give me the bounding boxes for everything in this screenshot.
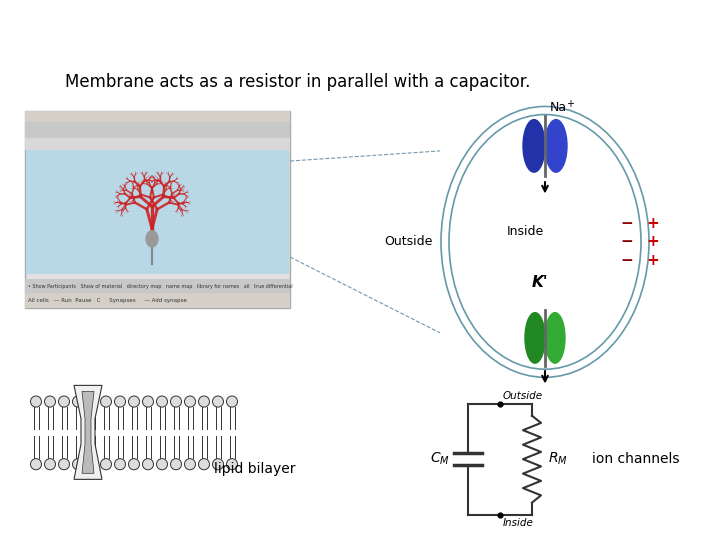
FancyBboxPatch shape: [25, 111, 290, 308]
Text: +: +: [566, 99, 574, 110]
Circle shape: [212, 396, 223, 407]
Text: −: −: [621, 216, 634, 231]
Circle shape: [199, 396, 210, 407]
Circle shape: [184, 396, 196, 407]
Text: Outside: Outside: [503, 392, 543, 402]
Circle shape: [128, 396, 140, 407]
Circle shape: [171, 458, 181, 470]
Circle shape: [73, 458, 84, 470]
Circle shape: [227, 396, 238, 407]
Text: $C_M$: $C_M$: [430, 451, 450, 467]
FancyBboxPatch shape: [25, 122, 290, 138]
Text: • Show Participants   Show of material   directory map   name map   library for : • Show Participants Show of material dir…: [28, 284, 292, 289]
Circle shape: [86, 396, 97, 407]
Circle shape: [156, 396, 168, 407]
Text: Inside: Inside: [506, 225, 544, 238]
Text: +: +: [647, 253, 660, 268]
Text: +: +: [647, 234, 660, 249]
Text: Membrane acts as a resistor in parallel with a capacitor.: Membrane acts as a resistor in parallel …: [65, 73, 531, 91]
FancyBboxPatch shape: [25, 293, 290, 308]
Ellipse shape: [146, 231, 158, 247]
Text: −: −: [621, 253, 634, 268]
Polygon shape: [82, 392, 94, 473]
Text: ion channels: ion channels: [592, 452, 680, 466]
Circle shape: [45, 396, 55, 407]
Circle shape: [30, 458, 42, 470]
Circle shape: [143, 458, 153, 470]
Circle shape: [212, 458, 223, 470]
Text: K': K': [532, 275, 548, 290]
FancyBboxPatch shape: [25, 138, 290, 150]
Circle shape: [156, 458, 168, 470]
Circle shape: [86, 458, 97, 470]
Text: Modelling a single compartment: equivalent circuit: Modelling a single compartment: equivale…: [9, 12, 612, 32]
Circle shape: [73, 396, 84, 407]
Text: lipid bilayer: lipid bilayer: [215, 462, 296, 476]
Ellipse shape: [523, 119, 545, 172]
Polygon shape: [74, 386, 102, 480]
FancyBboxPatch shape: [25, 279, 290, 293]
Text: +: +: [647, 216, 660, 231]
Ellipse shape: [525, 313, 545, 363]
FancyBboxPatch shape: [25, 111, 290, 122]
Text: All cells   — Run  Pause   C     Synapses     — Add synapse: All cells — Run Pause C Synapses — Add s…: [28, 298, 187, 303]
Circle shape: [58, 396, 70, 407]
Circle shape: [114, 396, 125, 407]
Circle shape: [101, 396, 112, 407]
Ellipse shape: [545, 313, 565, 363]
Circle shape: [45, 458, 55, 470]
Circle shape: [184, 458, 196, 470]
Text: $R_M$: $R_M$: [548, 451, 568, 467]
Circle shape: [58, 458, 70, 470]
Circle shape: [171, 396, 181, 407]
Circle shape: [227, 458, 238, 470]
Circle shape: [30, 396, 42, 407]
Text: −: −: [621, 234, 634, 249]
Circle shape: [199, 458, 210, 470]
Circle shape: [143, 396, 153, 407]
Circle shape: [128, 458, 140, 470]
Text: Na: Na: [550, 101, 567, 114]
Text: Outside: Outside: [384, 235, 433, 248]
Circle shape: [101, 458, 112, 470]
Text: Inside: Inside: [503, 518, 534, 528]
Circle shape: [114, 458, 125, 470]
Ellipse shape: [545, 119, 567, 172]
FancyBboxPatch shape: [26, 150, 289, 274]
